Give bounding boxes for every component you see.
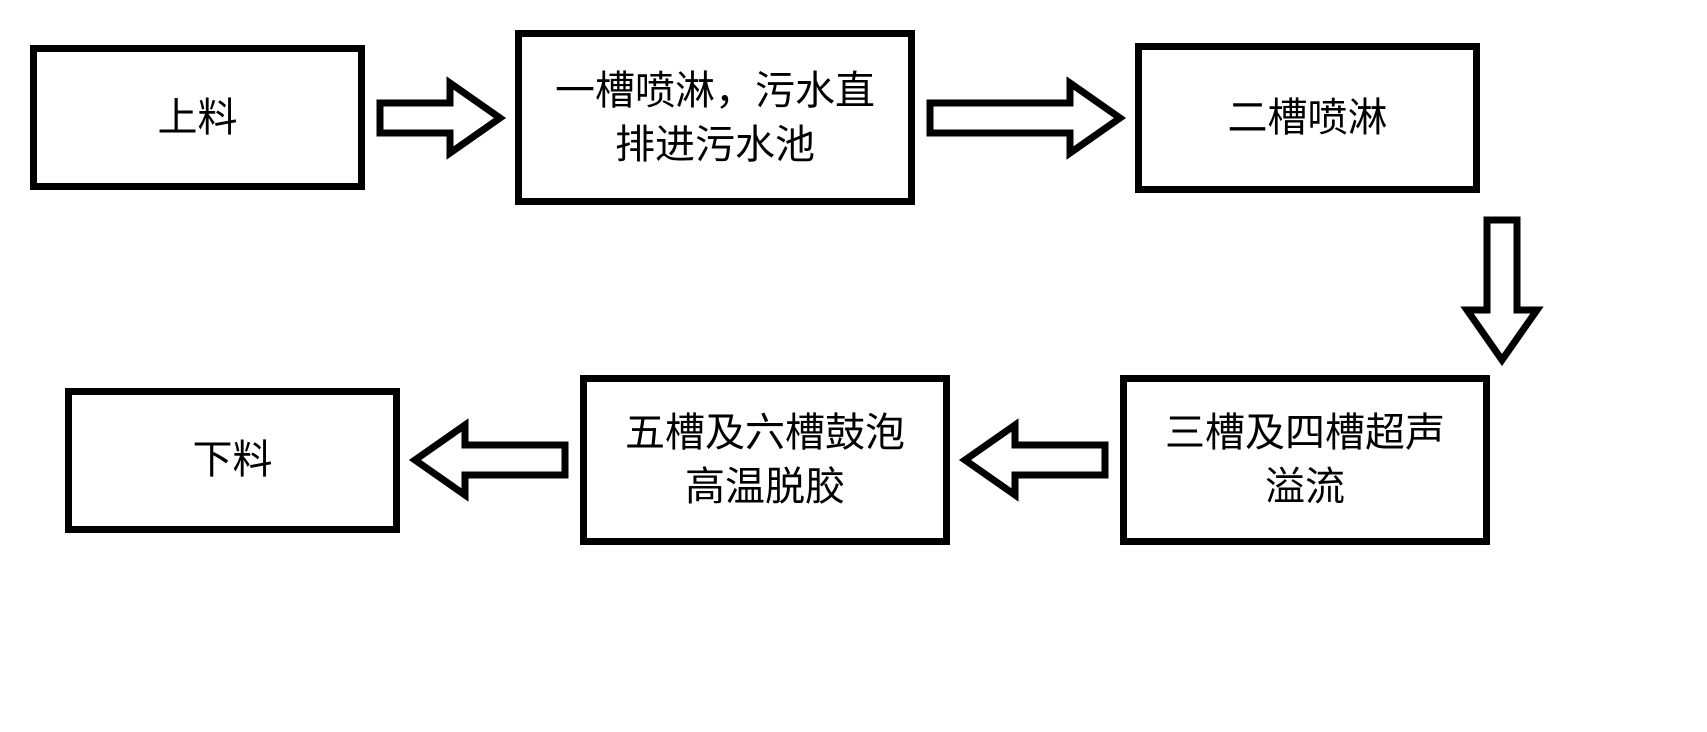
flowchart-row-bottom: 下料 五槽及六槽鼓泡高温脱胶 三槽及四槽超声溢流	[30, 375, 1677, 545]
flow-node-label: 五槽及六槽鼓泡高温脱胶	[607, 406, 923, 514]
arrow-right-2	[915, 68, 1135, 168]
arrow-right-icon	[370, 73, 510, 163]
flow-node-step2: 一槽喷淋，污水直排进污水池	[515, 30, 915, 205]
flowchart-row-top: 上料 一槽喷淋，污水直排进污水池 二槽喷淋	[30, 30, 1677, 205]
flow-node-step5: 五槽及六槽鼓泡高温脱胶	[580, 375, 950, 545]
flow-node-step4: 三槽及四槽超声溢流	[1120, 375, 1490, 545]
flow-node-label: 一槽喷淋，污水直排进污水池	[542, 64, 888, 172]
arrow-right-icon	[920, 73, 1130, 163]
flow-node-step6: 下料	[65, 388, 400, 533]
flow-node-step3: 二槽喷淋	[1135, 43, 1480, 193]
arrow-left-icon	[405, 415, 575, 505]
arrow-down-icon	[1457, 210, 1547, 370]
flow-node-label: 二槽喷淋	[1228, 91, 1388, 145]
flowchart-container: 上料 一槽喷淋，污水直排进污水池 二槽喷淋 下料	[30, 30, 1677, 545]
flow-node-step1: 上料	[30, 45, 365, 190]
arrow-right-1	[365, 68, 515, 168]
arrow-left-1	[950, 410, 1120, 510]
arrow-left-2	[400, 410, 580, 510]
flow-node-label: 上料	[158, 91, 238, 145]
flow-node-label: 三槽及四槽超声溢流	[1147, 406, 1463, 514]
arrow-down-container	[30, 205, 1677, 375]
arrow-left-icon	[955, 415, 1115, 505]
flow-node-label: 下料	[193, 433, 273, 487]
